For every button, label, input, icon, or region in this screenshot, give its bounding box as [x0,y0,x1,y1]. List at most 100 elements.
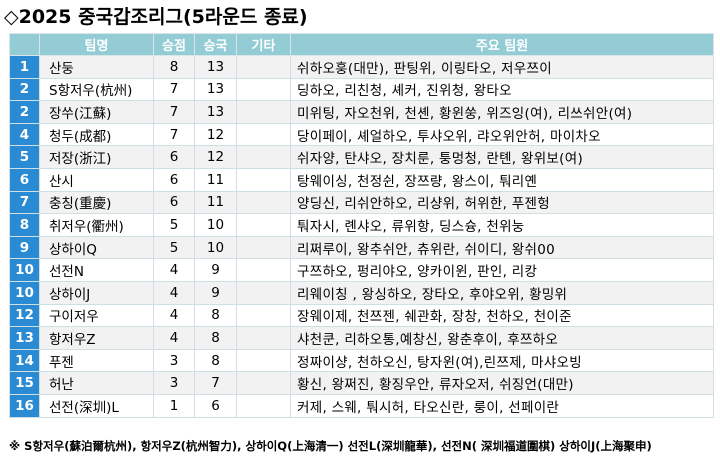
table-header-row: 팀명 승점 승국 기타 주요 팀원 [9,33,714,56]
table-row: 2 장쑤(江蘇) 7 13 미위팅, 자오천위, 천셴, 황윈쑹, 위즈잉(여), 리쓰… [9,100,714,124]
rank-cell: 2 [9,77,40,102]
points-cell: 1 [153,393,195,418]
rank-cell: 15 [9,371,40,395]
team-cell: 선전(深圳)L [39,393,154,418]
header-members: 주요 팀원 [290,33,714,56]
team-cell: 취저우(衢州) [39,213,154,237]
rank-cell: 8 [9,213,40,237]
footnote: ※ S항저우(蘇泊爾杭州), 항저우Z(杭州智力), 상하이Q(上海清一) 선전… [9,439,652,453]
table-row: 8 취저우(衢州) 5 10 퉈자시, 롄샤오, 류위항, 딩스슝, 천위눙 [9,213,714,237]
points-cell: 6 [153,190,195,215]
rank-cell: 10 [9,280,40,305]
members-cell: 샤천쿤, 리하오통,예창신, 왕춘후이, 후쯔하오 [290,326,714,350]
team-cell: 충칭(重慶) [39,190,154,215]
wins-cell: 11 [194,167,237,192]
team-cell: 청두(成都) [39,122,154,147]
etc-cell [236,167,291,192]
etc-cell [236,258,291,282]
standings-table: 팀명 승점 승국 기타 주요 팀원 1 산둥 8 13 쉬하오훙(대만), 판팅위, 이… [9,33,714,418]
members-cell: 리쩌루이, 왕추쉬안, 츄위란, 쉬이디, 왕쉬00 [290,235,714,260]
table-row: 1 산둥 8 13 쉬하오훙(대만), 판팅위, 이링타오, 저우쯔이 [9,55,714,79]
points-cell: 4 [153,258,195,282]
points-cell: 3 [153,348,195,373]
rank-cell: 4 [9,122,40,147]
team-cell: S항저우(杭州) [39,77,154,102]
table-row: 15 허난 3 7 황신, 왕쩌진, 황징우안, 류자오저, 쉬징언(대만) [9,371,714,395]
etc-cell [236,393,291,418]
members-cell: 구쯔하오, 펑리야오, 양카이윈, 판인, 리캉 [290,258,714,282]
points-cell: 4 [153,280,195,305]
wins-cell: 9 [194,258,237,282]
rank-cell: 2 [9,100,40,124]
etc-cell [236,55,291,79]
team-cell: 구이저우 [39,303,154,328]
etc-cell [236,213,291,237]
header-rank [9,33,40,56]
members-cell: 딩하오, 리친청, 셰커, 진위청, 왕타오 [290,77,714,102]
rank-cell: 9 [9,235,40,260]
wins-cell: 9 [194,280,237,305]
rank-cell: 12 [9,303,40,328]
points-cell: 7 [153,100,195,124]
members-cell: 장웨이제, 천쯔젠, 쉐관화, 장창, 천하오, 천이준 [290,303,714,328]
wins-cell: 12 [194,122,237,147]
rank-cell: 13 [9,326,40,350]
rank-cell: 16 [9,393,40,418]
etc-cell [236,348,291,373]
table-row: 10 선전N 4 9 구쯔하오, 펑리야오, 양카이윈, 판인, 리캉 [9,258,714,282]
team-cell: 산시 [39,167,154,192]
members-cell: 커제, 스웨, 퉈시허, 타오신란, 룽이, 선페이란 [290,393,714,418]
members-cell: 쉬자양, 탄샤오, 장치룬, 퉁멍청, 란톈, 왕위보(여) [290,145,714,169]
rank-cell: 7 [9,190,40,215]
page-title: ◇2025 중국갑조리그(5라운드 종료) [4,6,308,28]
wins-cell: 11 [194,190,237,215]
points-cell: 6 [153,167,195,192]
etc-cell [236,303,291,328]
members-cell: 정짜이샹, 천하오신, 탕자윈(여),린쯔제, 마샤오빙 [290,348,714,373]
wins-cell: 8 [194,348,237,373]
wins-cell: 8 [194,326,237,350]
table-row: 7 충칭(重慶) 6 11 양딩신, 리쉬안하오, 리샹위, 허위한, 푸젠헝 [9,190,714,215]
etc-cell [236,100,291,124]
wins-cell: 10 [194,235,237,260]
table-row: 5 저장(浙江) 6 12 쉬자양, 탄샤오, 장치룬, 퉁멍청, 란톈, 왕위보(여) [9,145,714,169]
team-cell: 푸젠 [39,348,154,373]
header-team: 팀명 [39,33,154,56]
table-row: 9 상하이Q 5 10 리쩌루이, 왕추쉬안, 츄위란, 쉬이디, 왕쉬00 [9,235,714,260]
etc-cell [236,77,291,102]
table-row: 13 항저우Z 4 8 샤천쿤, 리하오통,예창신, 왕춘후이, 후쯔하오 [9,326,714,350]
wins-cell: 10 [194,213,237,237]
table-row: 6 산시 6 11 탕웨이싱, 천정쉰, 장쯔량, 왕스이, 퉈리옌 [9,167,714,192]
points-cell: 7 [153,77,195,102]
wins-cell: 13 [194,77,237,102]
members-cell: 미위팅, 자오천위, 천셴, 황윈쑹, 위즈잉(여), 리쓰쉬안(여) [290,100,714,124]
team-cell: 저장(浙江) [39,145,154,169]
etc-cell [236,122,291,147]
wins-cell: 13 [194,55,237,79]
members-cell: 리웨이칭 , 왕싱하오, 장타오, 후야오위, 황밍위 [290,280,714,305]
table-row: 10 상하이J 4 9 리웨이칭 , 왕싱하오, 장타오, 후야오위, 황밍위 [9,280,714,305]
rank-cell: 14 [9,348,40,373]
etc-cell [236,280,291,305]
etc-cell [236,326,291,350]
points-cell: 3 [153,371,195,395]
rank-cell: 6 [9,167,40,192]
etc-cell [236,190,291,215]
points-cell: 5 [153,213,195,237]
rank-cell: 10 [9,258,40,282]
table-row: 14 푸젠 3 8 정짜이샹, 천하오신, 탕자윈(여),린쯔제, 마샤오빙 [9,348,714,373]
team-cell: 상하이Q [39,235,154,260]
points-cell: 7 [153,122,195,147]
members-cell: 탕웨이싱, 천정쉰, 장쯔량, 왕스이, 퉈리옌 [290,167,714,192]
team-cell: 선전N [39,258,154,282]
etc-cell [236,235,291,260]
points-cell: 4 [153,326,195,350]
wins-cell: 6 [194,393,237,418]
points-cell: 8 [153,55,195,79]
wins-cell: 7 [194,371,237,395]
table-row: 16 선전(深圳)L 1 6 커제, 스웨, 퉈시허, 타오신란, 룽이, 선페이란 [9,393,714,418]
members-cell: 퉈자시, 롄샤오, 류위항, 딩스슝, 천위눙 [290,213,714,237]
members-cell: 황신, 왕쩌진, 황징우안, 류자오저, 쉬징언(대만) [290,371,714,395]
header-points: 승점 [153,33,195,56]
wins-cell: 12 [194,145,237,169]
